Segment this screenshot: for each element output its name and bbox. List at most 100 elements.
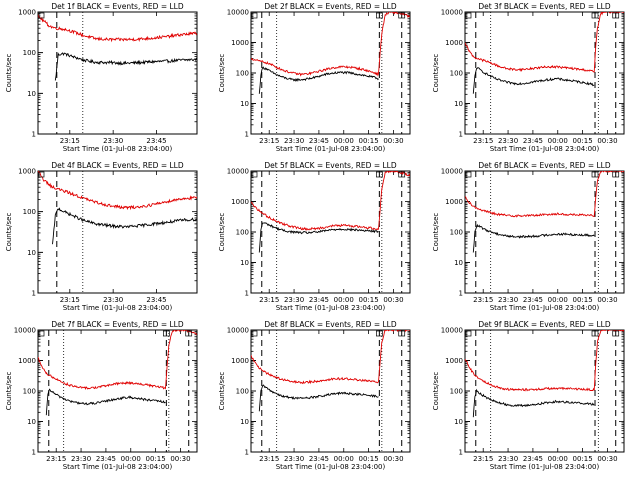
y-tick-label: 1 — [459, 290, 463, 298]
y-tick-label: 1000 — [18, 168, 36, 176]
y-tick-label: 10000 — [441, 9, 463, 17]
series-line-lld — [38, 330, 197, 391]
y-tick-label: 1 — [32, 290, 36, 298]
y-tick-label: 1000 — [445, 198, 463, 206]
plot-frame — [250, 170, 411, 294]
x-axis-label: Start Time (01-Jul-08 23:04:00) — [63, 463, 173, 471]
y-tick-label: 1 — [459, 449, 463, 457]
plot-frame — [250, 329, 411, 453]
x-tick-label: 23:30 — [284, 137, 304, 145]
plot-frame — [37, 170, 198, 294]
x-tick-label: 23:15 — [60, 296, 80, 304]
y-axis-label: Counts/sec — [432, 54, 440, 93]
x-axis-label: Start Time (01-Jul-08 23:04:00) — [490, 463, 600, 471]
series-group — [251, 330, 410, 412]
x-tick-label: 23:45 — [96, 455, 116, 463]
panel-title: Det 9f BLACK = Events, RED = LLD — [478, 320, 611, 329]
series-group — [38, 330, 197, 416]
x-tick-label: 23:15 — [473, 455, 493, 463]
y-axis-label: Counts/sec — [5, 54, 13, 93]
x-tick-label: 23:15 — [473, 137, 493, 145]
series-line-lld — [465, 12, 624, 73]
y-tick-label: 100 — [450, 229, 463, 237]
panel-det-9: Det 9f BLACK = Events, RED = LLD 1 10 100 10… — [432, 320, 625, 471]
panel-title: Det 3f BLACK = Events, RED = LLD — [478, 2, 611, 11]
y-tick-label: 10 — [240, 418, 249, 426]
x-axis-label: Start Time (01-Jul-08 23:04:00) — [63, 145, 173, 153]
x-tick-label: 23:30 — [498, 296, 518, 304]
y-axis-label: Counts/sec — [218, 372, 226, 411]
x-tick-label: 23:45 — [523, 455, 543, 463]
y-tick-label: 100 — [236, 229, 249, 237]
series-line-events — [472, 223, 595, 253]
panel-title: Det 4f BLACK = Events, RED = LLD — [51, 161, 184, 170]
plot-frame — [37, 329, 198, 453]
y-tick-label: 10 — [454, 259, 463, 267]
panel-det-2: Det 2f BLACK = Events, RED = LLD 1 10 100 10… — [218, 2, 411, 153]
panel-det-6: Det 6f BLACK = Events, RED = LLD 1 10 100 10… — [432, 161, 625, 312]
y-tick-label: 100 — [23, 208, 36, 216]
y-tick-label: 1000 — [18, 357, 36, 365]
x-tick-label: 23:30 — [103, 296, 123, 304]
y-tick-label: 100 — [450, 70, 463, 78]
x-axis-label: Start Time (01-Jul-08 23:04:00) — [490, 145, 600, 153]
series-line-lld — [251, 171, 410, 231]
x-tick-label: 23:45 — [523, 137, 543, 145]
series-group — [38, 14, 197, 81]
x-tick-label: 00:15 — [146, 455, 166, 463]
y-tick-label: 100 — [236, 70, 249, 78]
y-tick-label: 1 — [32, 131, 36, 139]
top-marker-symbol — [251, 330, 258, 337]
x-axis-label: Start Time (01-Jul-08 23:04:00) — [490, 304, 600, 312]
y-axis-label: Counts/sec — [5, 213, 13, 252]
y-tick-label: 10000 — [441, 168, 463, 176]
x-tick-label: 23:45 — [309, 455, 329, 463]
series-line-events — [472, 388, 595, 418]
series-group — [465, 12, 624, 94]
plot-frame — [464, 170, 625, 294]
top-marker-symbol — [465, 171, 472, 178]
panel-det-4: Det 4f BLACK = Events, RED = LLD 1 10 100 10… — [5, 161, 198, 312]
top-marker-symbol — [465, 12, 472, 19]
top-marker-symbol — [398, 171, 406, 178]
series-line-lld — [38, 171, 197, 211]
y-tick-label: 10000 — [227, 9, 249, 17]
series-line-events — [472, 67, 595, 94]
y-tick-label: 10 — [27, 90, 36, 98]
top-marker-symbol — [376, 171, 383, 178]
top-marker-symbol — [612, 12, 620, 19]
plot-frame — [250, 11, 411, 135]
series-line-events — [54, 52, 197, 81]
y-tick-label: 10 — [454, 418, 463, 426]
x-tick-label: 23:45 — [309, 137, 329, 145]
y-axis-label: Counts/sec — [432, 372, 440, 411]
y-tick-label: 10 — [27, 249, 36, 257]
y-tick-label: 100 — [236, 388, 249, 396]
top-marker-symbol — [38, 330, 45, 337]
x-tick-label: 00:15 — [573, 137, 593, 145]
top-marker-symbol — [591, 330, 599, 337]
x-tick-label: 23:30 — [284, 455, 304, 463]
x-tick-label: 00:00 — [334, 455, 354, 463]
x-tick-label: 23:15 — [473, 296, 493, 304]
x-tick-label: 00:30 — [383, 296, 403, 304]
y-axis-label: Counts/sec — [5, 372, 13, 411]
x-axis-label: Start Time (01-Jul-08 23:04:00) — [276, 145, 386, 153]
plot-frame — [464, 11, 625, 135]
x-tick-label: 00:00 — [548, 296, 568, 304]
panel-det-8: Det 8f BLACK = Events, RED = LLD 1 10 100 10… — [218, 320, 411, 471]
top-marker-symbol — [38, 171, 45, 178]
x-tick-label: 00:30 — [597, 455, 617, 463]
y-tick-label: 100 — [23, 49, 36, 57]
top-marker-symbol — [465, 330, 472, 337]
y-tick-label: 1000 — [231, 39, 249, 47]
series-line-events — [258, 384, 379, 412]
series-line-lld — [251, 330, 410, 385]
x-tick-label: 23:15 — [259, 455, 279, 463]
x-tick-label: 23:30 — [498, 455, 518, 463]
series-line-lld — [465, 171, 624, 218]
plot-frame — [37, 11, 198, 135]
y-tick-label: 1000 — [231, 357, 249, 365]
y-tick-label: 10 — [240, 259, 249, 267]
